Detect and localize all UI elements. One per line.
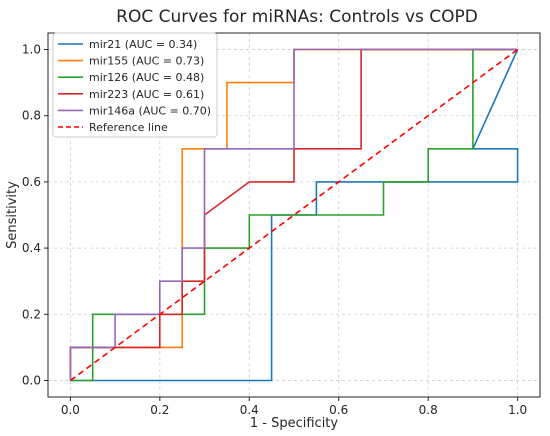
y-axis-label: Sensitivity [5,181,20,249]
legend-label-mir223: mir223 (AUC = 0.61) [89,88,204,101]
chart-title: ROC Curves for miRNAs: Controls vs COPD [116,7,478,27]
x-tick-label: 0.6 [329,403,348,417]
legend-label-mir155: mir155 (AUC = 0.73) [89,55,204,68]
y-tick-label: 0.0 [22,373,41,387]
legend-label-mir21: mir21 (AUC = 0.34) [89,38,197,51]
y-tick-label: 0.6 [22,175,41,189]
plot-area-frame [47,32,541,398]
legend-box [52,32,218,138]
series-layer [69,48,519,382]
series-line-reference [69,48,519,382]
y-tick-label: 0.2 [22,307,41,321]
x-axis-ticks: 0.0 0.2 0.4 0.6 0.8 1.0 [61,397,527,417]
legend-label-mir126: mir126 (AUC = 0.48) [89,71,204,84]
series-line-mir21 [70,49,519,382]
x-axis-label: 1 - Specificity [250,416,339,431]
x-tick-label: 0.0 [61,403,80,417]
legend-label-mir146a: mir146a (AUC = 0.70) [89,104,211,117]
y-tick-label: 0.8 [22,109,41,123]
y-tick-label: 0.4 [22,241,41,255]
legend-label-reference: Reference line [89,121,168,134]
series-line-mir126 [70,48,518,382]
x-tick-label: 0.8 [419,403,438,417]
legend: mir21 (AUC = 0.34) mir155 (AUC = 0.73) mir… [52,32,218,138]
x-tick-label: 0.2 [150,403,169,417]
y-axis-ticks: 0.0 0.2 0.4 0.6 0.8 1.0 [22,43,48,387]
x-tick-label: 0.4 [240,403,259,417]
y-tick-label: 1.0 [22,43,41,57]
x-tick-label: 1.0 [508,403,527,417]
